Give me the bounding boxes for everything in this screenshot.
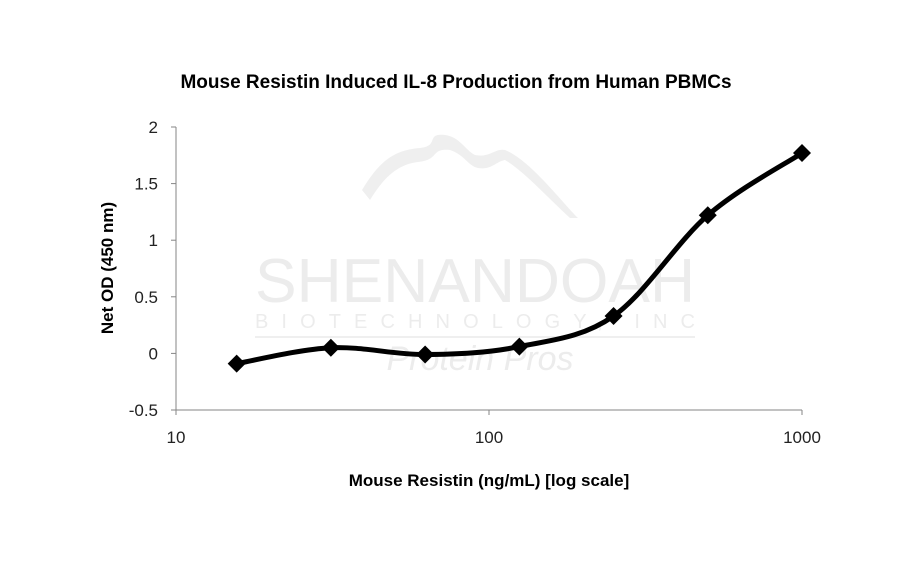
x-axis-label: Mouse Resistin (ng/mL) [log scale] [348, 471, 630, 490]
diamond-marker [227, 354, 246, 373]
diamond-marker [793, 144, 811, 163]
chart-title: Mouse Resistin Induced IL-8 Production f… [180, 72, 732, 93]
watermark-line1: SHENANDOAH [255, 247, 695, 316]
diamond-marker [416, 345, 435, 364]
y-tick-label: 0.5 [134, 288, 158, 307]
x-tick-label: 1000 [783, 428, 821, 447]
watermark-logo: SHENANDOAH BIOTECHNOLOGY, INC Protein Pr… [255, 134, 695, 378]
diamond-marker [510, 337, 529, 356]
y-tick-label: 0 [149, 344, 158, 363]
x-tick-label: 10 [167, 428, 186, 447]
diamond-marker [604, 307, 623, 326]
watermark-line3: Protein Pros [386, 340, 573, 378]
diamond-marker [321, 338, 340, 357]
y-tick-label: -0.5 [129, 401, 158, 420]
y-tick-label: 1.5 [134, 175, 158, 194]
diamond-marker [698, 206, 717, 225]
y-tick-label: 2 [149, 118, 158, 137]
x-tick-label: 100 [475, 428, 503, 447]
data-markers [227, 144, 811, 373]
y-tick-label: 1 [149, 231, 158, 250]
mountain-icon [362, 134, 578, 218]
axes: 2 1.5 1 0.5 0 -0.5 10 100 1000 [129, 118, 821, 447]
